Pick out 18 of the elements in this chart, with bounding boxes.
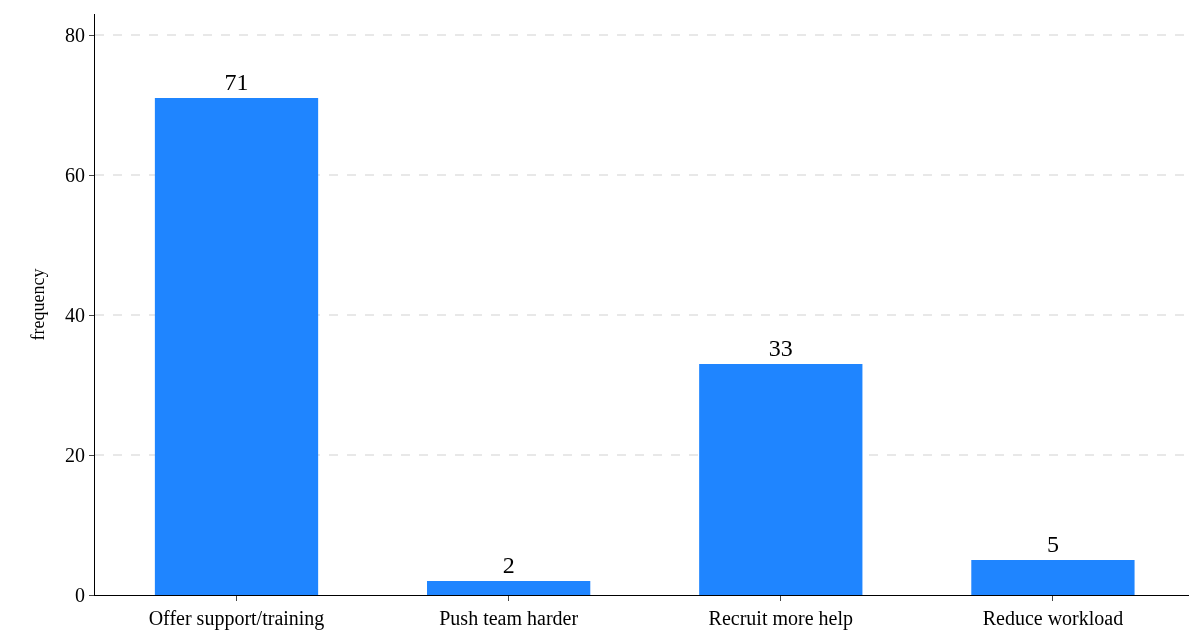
y-tick-label: 60 xyxy=(65,164,85,186)
bar xyxy=(971,560,1135,595)
data-label: 71 xyxy=(224,69,249,95)
x-tick-label: Reduce workload xyxy=(982,607,1124,629)
y-axis-title: frequency xyxy=(28,268,49,341)
x-tick-label: Offer support/training xyxy=(148,607,325,630)
x-tick-label: Recruit more help xyxy=(708,607,853,630)
bar xyxy=(699,364,863,595)
bar xyxy=(154,98,319,595)
y-tick-label: 40 xyxy=(65,304,85,326)
y-tick-label: 20 xyxy=(65,444,85,466)
data-label: 2 xyxy=(502,552,515,578)
y-tick-label: 80 xyxy=(65,24,85,46)
data-label: 5 xyxy=(1046,531,1059,557)
bar xyxy=(427,581,591,595)
x-tick-label: Push team harder xyxy=(439,607,579,629)
y-tick-label: 0 xyxy=(75,584,85,606)
data-label: 33 xyxy=(768,335,793,361)
